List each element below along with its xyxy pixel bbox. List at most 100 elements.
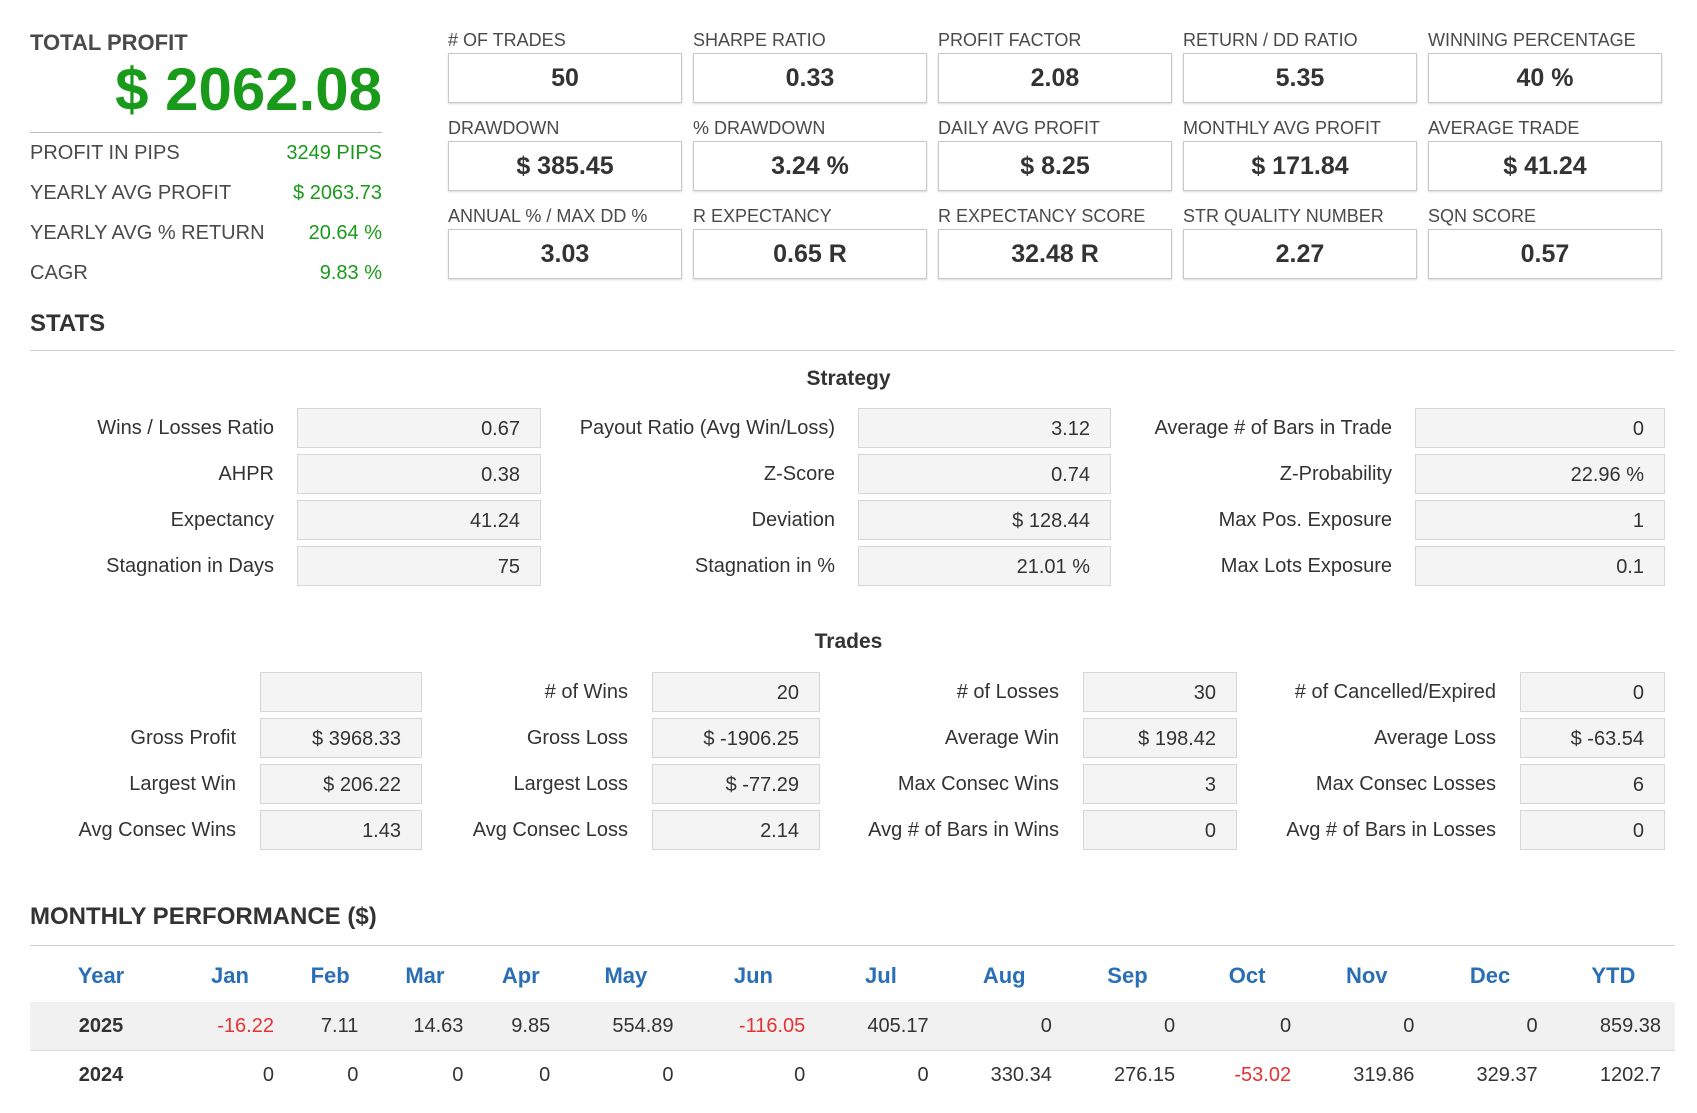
metric-grid: # OF TRADES 50 SHARPE RATIO 0.33 PROFIT FACT… (448, 30, 1664, 279)
month-value-cell: 14.63 (372, 1002, 478, 1051)
metric-card: R EXPECTANCY SCORE 32.48 R (938, 206, 1172, 279)
stat-value: 22.96 % (1415, 454, 1665, 494)
month-value-cell: 0 (1305, 1002, 1429, 1051)
metric-card: R EXPECTANCY 0.65 R (693, 206, 927, 279)
column-header: YTD (1591, 963, 1636, 988)
stat-value: $ 3968.33 (260, 718, 422, 758)
summary-label: YEARLY AVG % RETURN (30, 221, 265, 244)
month-value-cell: -16.22 (172, 1002, 288, 1051)
stat-label: Avg Consec Loss (472, 819, 628, 841)
stat-label: AHPR (218, 463, 274, 485)
strategy-heading: Strategy (806, 367, 891, 390)
monthly-divider (30, 945, 1675, 946)
stat-label: # of Losses (956, 681, 1059, 703)
metric-card: AVERAGE TRADE $ 41.24 (1428, 118, 1662, 191)
stat-label: Avg # of Bars in Losses (1286, 819, 1496, 841)
column-header: May (604, 963, 648, 988)
stat-value: $ 198.42 (1083, 718, 1237, 758)
summary-value: 20.64 % (308, 221, 382, 244)
column-header: Nov (1345, 963, 1388, 988)
metric-value: $ 8.25 (938, 141, 1172, 191)
month-value-cell: 330.34 (990, 1063, 1052, 1086)
stat-label: Stagnation in % (694, 555, 835, 577)
stat-value: $ -1906.25 (652, 718, 820, 758)
stat-value: 0.67 (297, 408, 541, 448)
month-value-cell: 0 (1189, 1002, 1306, 1051)
metric-card: # OF TRADES 50 (448, 30, 682, 103)
stat-label: Average Loss (1374, 727, 1496, 749)
column-header: Jan (211, 963, 249, 988)
stat-label: Gross Profit (130, 727, 236, 749)
summary-value: $ 2063.73 (293, 181, 382, 204)
column-header: Sep (1107, 963, 1148, 988)
trades-heading: Trades (814, 630, 883, 653)
stat-value: 41.24 (297, 500, 541, 540)
year-cell: 2024 (78, 1063, 124, 1086)
stat-value: 30 (1083, 672, 1237, 712)
metric-label: R EXPECTANCY (693, 206, 832, 226)
stat-label: Payout Ratio (Avg Win/Loss) (579, 417, 835, 439)
stat-label: Expectancy (170, 509, 274, 531)
column-header: Oct (1228, 963, 1266, 988)
stat-value: 20 (652, 672, 820, 712)
stat-value: $ -63.54 (1520, 718, 1665, 758)
stat-value: 0.38 (297, 454, 541, 494)
metric-value: 40 % (1428, 53, 1662, 103)
month-value-cell: 0 (1428, 1002, 1552, 1051)
month-value-cell: 319.86 (1353, 1063, 1415, 1086)
stat-value: 0.1 (1415, 546, 1665, 586)
monthly-performance-table: Year Jan Feb Mar Apr May Jun Jul Aug Sep Oct Nov Dec… (30, 950, 1675, 1099)
stat-value: 75 (297, 546, 541, 586)
metric-card: ANNUAL % / MAX DD % 3.03 (448, 206, 682, 279)
month-value-cell: 7.11 (287, 1002, 373, 1051)
month-value-cell: 1202.7 (1599, 1063, 1661, 1086)
month-value-cell: 0 (539, 1063, 551, 1086)
month-value-cell: 0 (942, 1002, 1066, 1051)
stat-value: 0 (1415, 408, 1665, 448)
stat-value: 21.01 % (858, 546, 1111, 586)
column-header: Dec (1469, 963, 1511, 988)
metric-value: 0.33 (693, 53, 927, 103)
stats-divider (30, 350, 1675, 351)
summary-value: 9.83 % (319, 261, 382, 284)
summary-value: 3249 PIPS (286, 141, 382, 164)
stat-label: Max Consec Wins (897, 773, 1059, 795)
metric-value: 3.24 % (693, 141, 927, 191)
summary-row: PROFIT IN PIPS 3249 PIPS (30, 133, 382, 173)
stat-label: Average Win (944, 727, 1059, 749)
table-row: 2024 0 0 0 0 0 0 0 330.34 276.15 -53.02 319.86 329.3… (30, 1051, 1675, 1100)
stat-label: Average # of Bars in Trade (1154, 417, 1392, 439)
stat-label: # of Wins (544, 681, 628, 703)
stat-label: Stagnation in Days (106, 555, 274, 577)
metric-label: ANNUAL % / MAX DD % (448, 206, 648, 226)
month-value-cell: 859.38 (1551, 1002, 1675, 1051)
metric-card: MONTHLY AVG PROFIT $ 171.84 (1183, 118, 1417, 191)
stat-label: Z-Probability (1279, 463, 1392, 485)
month-value-cell: 0 (662, 1063, 674, 1086)
summary-divider (30, 132, 382, 133)
stat-value: 0 (1520, 672, 1665, 712)
stat-label: Wins / Losses Ratio (97, 417, 274, 439)
stat-label: Deviation (751, 509, 835, 531)
metric-value: 50 (448, 53, 682, 103)
stat-label: # of Cancelled/Expired (1294, 681, 1496, 703)
metric-value: $ 171.84 (1183, 141, 1417, 191)
metric-label: AVERAGE TRADE (1428, 118, 1580, 138)
summary-label: CAGR (30, 261, 88, 284)
month-value-cell: 276.15 (1113, 1063, 1176, 1086)
metric-label: SQN SCORE (1428, 206, 1537, 226)
stat-label: Largest Loss (513, 773, 628, 795)
stat-value: 2.14 (652, 810, 820, 850)
stat-label: Z-Score (763, 463, 835, 485)
column-header: Mar (405, 963, 445, 988)
metric-label: WINNING PERCENTAGE (1428, 30, 1636, 50)
stat-value: 6 (1520, 764, 1665, 804)
metric-card: SQN SCORE 0.57 (1428, 206, 1662, 279)
column-header: Apr (501, 963, 540, 988)
summary-label: PROFIT IN PIPS (30, 141, 180, 164)
stat-label: Largest Win (129, 773, 236, 795)
stat-label: Max Pos. Exposure (1218, 509, 1392, 531)
column-header: Aug (982, 963, 1026, 988)
year-cell: 2025 (30, 1002, 172, 1051)
month-value-cell: 9.85 (477, 1002, 565, 1051)
